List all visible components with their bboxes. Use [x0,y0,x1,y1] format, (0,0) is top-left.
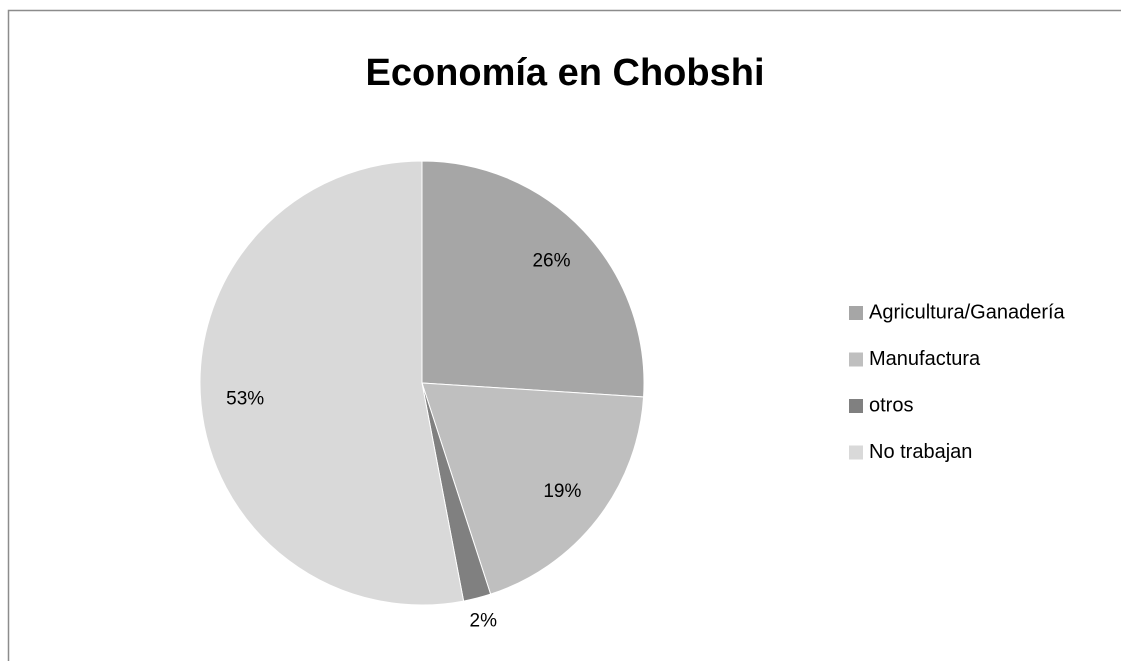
legend-swatch [849,353,863,367]
data-label: 26% [532,250,570,271]
legend-swatch [849,446,863,460]
legend-swatch [849,399,863,413]
chart-title: Economía en Chobshi [365,52,764,94]
legend-label: Agricultura/Ganadería [869,301,1066,323]
data-label: 19% [543,481,581,502]
data-label: 2% [470,611,498,632]
legend-swatch [849,306,863,320]
data-label: 53% [226,389,264,410]
legend-label: No trabajan [869,441,972,463]
legend-label: Manufactura [869,348,981,370]
legend-label: otros [869,394,913,416]
